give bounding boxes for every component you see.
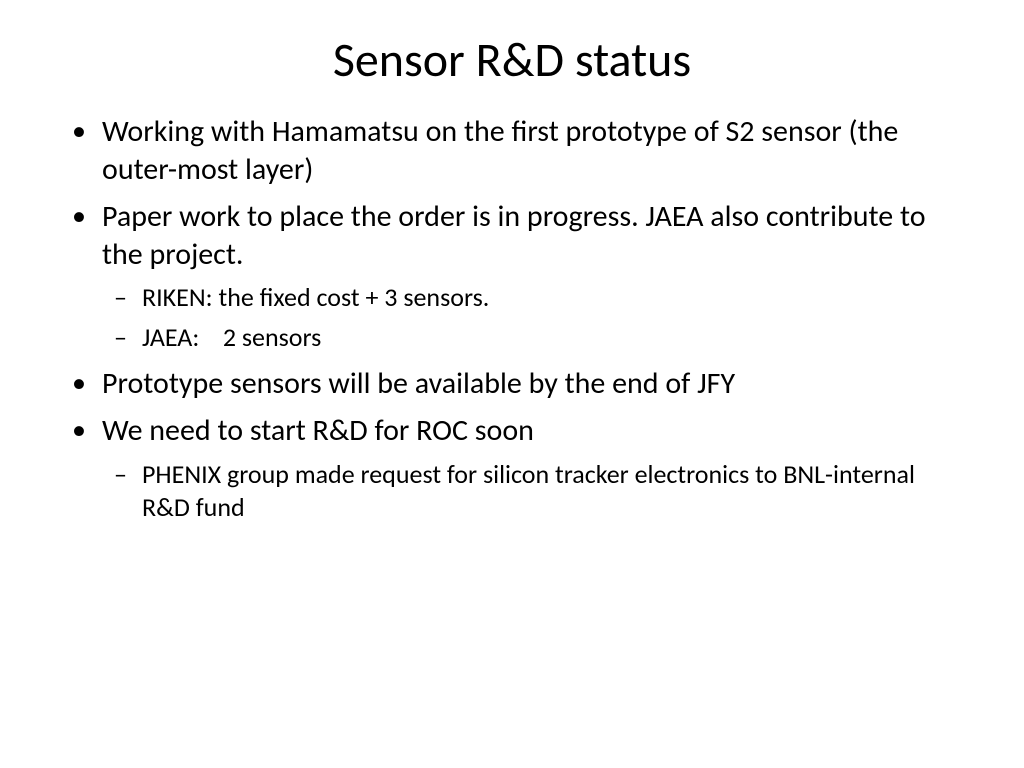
bullet-text: Paper work to place the order is in prog… <box>102 198 926 273</box>
sub-bullet-text: JAEA: 2 sensors <box>142 321 321 353</box>
bullet-text: We need to start R&D for ROC soon <box>102 412 534 449</box>
list-item: We need to start R&D for ROC soon PHENIX… <box>60 412 964 525</box>
slide-title: Sensor R&D status <box>60 30 964 89</box>
sub-list-item: RIKEN: the fixed cost + 3 sensors. <box>102 281 964 315</box>
list-item: Paper work to place the order is in prog… <box>60 198 964 355</box>
bullet-text: Working with Hamamatsu on the first prot… <box>102 113 898 188</box>
sub-list-item: PHENIX group made request for silicon tr… <box>102 458 964 526</box>
list-item: Working with Hamamatsu on the first prot… <box>60 113 964 188</box>
bullet-text: Prototype sensors will be available by t… <box>102 365 735 402</box>
bullet-list: Working with Hamamatsu on the first prot… <box>60 113 964 525</box>
sub-list-item: JAEA: 2 sensors <box>102 321 964 355</box>
sub-list: RIKEN: the fixed cost + 3 sensors. JAEA:… <box>102 281 964 355</box>
sub-bullet-text: PHENIX group made request for silicon tr… <box>142 458 915 524</box>
sub-list: PHENIX group made request for silicon tr… <box>102 458 964 526</box>
list-item: Prototype sensors will be available by t… <box>60 365 964 403</box>
sub-bullet-text: RIKEN: the fixed cost + 3 sensors. <box>142 281 489 313</box>
